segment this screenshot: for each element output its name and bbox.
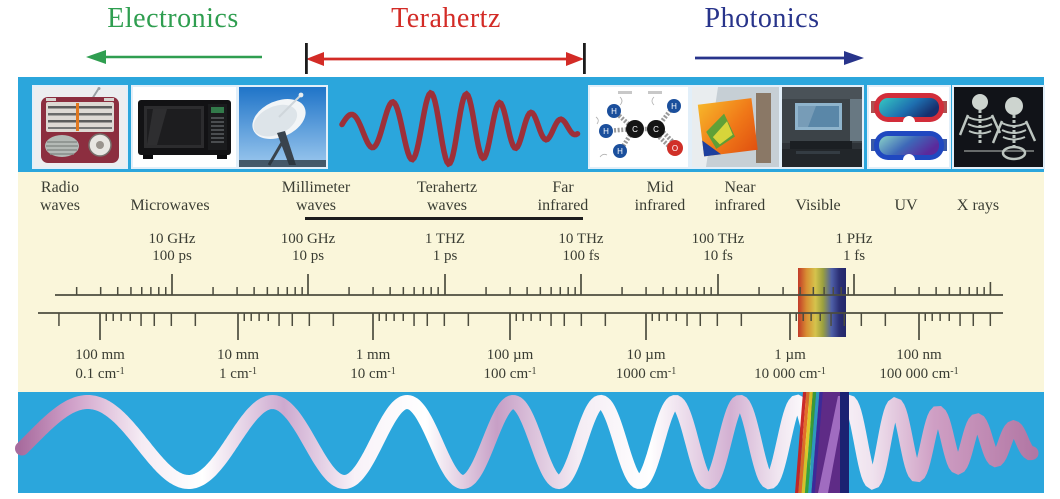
band-label-terahertz-waves: Terahertz waves — [416, 179, 478, 214]
spectrum-scale-region — [18, 172, 1044, 392]
c-atom-label: C — [632, 125, 638, 134]
h-atom-label: H — [617, 147, 623, 156]
photonics-label: Photonics — [704, 3, 820, 34]
band-label-microwaves: Microwaves — [130, 197, 210, 214]
terahertz-range-arrow-icon — [305, 43, 586, 74]
wavelength-label-100-µm: 100 µm 100 cm-1 — [483, 347, 537, 382]
frequency-label-1-phz: 1 PHz 1 fs — [835, 231, 873, 264]
terahertz-range-underline — [305, 217, 583, 220]
band-label-x-rays: X rays — [956, 197, 1000, 214]
band-label-millimeter-waves: Millimeter waves — [281, 179, 351, 214]
wavelength-label-1-µm: 1 µm 10 000 cm-1 — [754, 347, 826, 382]
wavelength-label-100-mm: 100 mm 0.1 cm-1 — [75, 347, 125, 382]
h-atom-label: H — [603, 127, 609, 136]
application-image-strip: H H H H C C O — [18, 77, 1045, 172]
h-atom-label: H — [671, 102, 677, 111]
vintage-radio-photo — [32, 85, 128, 169]
wavelength-label-10-µm: 10 µm 1000 cm-1 — [615, 347, 677, 382]
photonics-arrow-icon — [695, 51, 864, 65]
band-label-uv: UV — [894, 197, 918, 214]
wavelength-label-10-mm: 10 mm 1 cm-1 — [216, 347, 260, 382]
frequency-label-1-thz: 1 THZ 1 ps — [424, 231, 466, 264]
wavelength-wave-strip — [18, 392, 1044, 493]
x-ray-skeleton-photo — [952, 85, 1045, 169]
electronics-arrow-icon — [86, 50, 262, 64]
display-room-photo — [780, 85, 864, 169]
frequency-label-10-thz: 10 THz 100 fs — [558, 231, 604, 264]
frequency-label-100-ghz: 100 GHz 10 ps — [280, 231, 336, 264]
band-label-visible: Visible — [795, 197, 841, 214]
band-label-near-infrared: Near infrared — [714, 179, 766, 214]
c-atom-label: C — [653, 125, 659, 134]
wavelength-label-1-mm: 1 mm 10 cm-1 — [350, 347, 396, 382]
thermal-image-photo — [690, 85, 781, 169]
electronics-label: Electronics — [107, 3, 239, 34]
frequency-label-100-thz: 100 THz 10 fs — [691, 231, 745, 264]
h-atom-label: H — [611, 107, 617, 116]
band-label-radio-waves: Radio waves — [40, 179, 80, 214]
wavelength-label-100-nm: 100 nm 100 000 cm-1 — [879, 347, 959, 382]
terahertz-label: Terahertz — [391, 3, 501, 34]
molecule-diagram: H H H H C C O — [588, 85, 690, 169]
band-label-far-infrared: Far infrared — [537, 179, 589, 214]
o-atom-label: O — [672, 144, 678, 153]
ski-goggles-photo — [867, 85, 951, 169]
microwave-oven-photo — [131, 85, 238, 169]
band-label-mid-infrared: Mid infrared — [634, 179, 686, 214]
frequency-label-10-ghz: 10 GHz 100 ps — [148, 231, 196, 264]
satellite-dish-photo — [237, 85, 328, 169]
